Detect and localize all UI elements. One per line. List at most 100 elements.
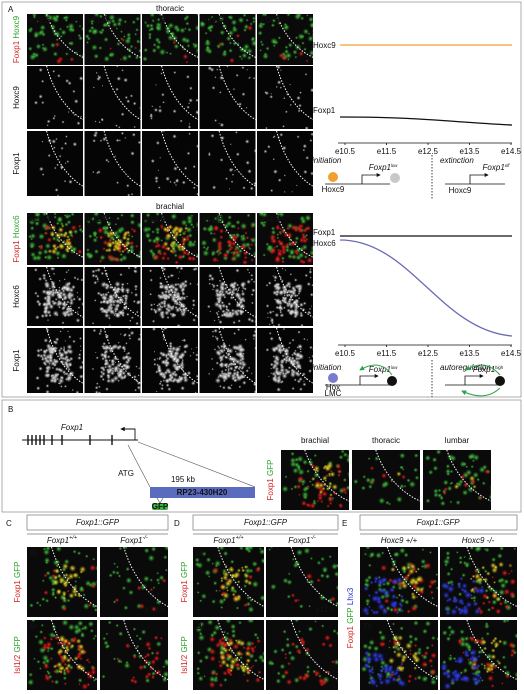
cell [73,656,79,661]
cell [248,76,252,79]
cell [134,287,138,291]
cell [291,557,295,561]
cell [276,80,282,85]
cell [94,351,97,354]
cell [76,277,80,281]
cell [212,216,218,221]
cell [489,488,491,494]
cell [34,220,40,227]
image-label: Th [363,622,373,631]
cell [197,633,206,642]
cell [195,221,198,229]
cell [338,503,343,507]
cell [279,343,285,350]
cell [244,567,252,575]
cell [73,276,77,280]
cell [240,291,246,297]
cell [179,233,183,237]
cell [94,634,97,638]
cell [284,656,288,660]
cell [165,176,171,182]
label-part: Foxp1 [12,240,21,263]
factor-label: Hoxc9 [322,185,345,194]
cell [302,459,309,466]
cell [253,330,256,334]
cell [266,312,269,315]
cell [150,547,157,552]
boundary [218,13,256,58]
cell [495,608,502,615]
cell [295,224,303,232]
cell [84,554,89,559]
cell [152,253,160,261]
cell [194,561,200,568]
row-label: Foxp1 Hoxc6 [12,215,21,263]
cell [218,547,225,551]
cell [97,75,102,80]
cell [291,386,295,391]
cell [305,503,310,507]
cell [112,237,116,241]
cell [299,313,304,318]
cell [414,475,420,481]
cell [143,218,149,224]
cell [239,655,243,660]
label-part: Foxp1 [12,152,21,175]
cell [186,105,190,109]
cell [473,568,479,574]
cell [296,284,301,289]
cell [346,470,349,478]
x-tick-label: e12.5 [418,349,439,358]
cell [48,303,55,310]
label-part: Foxp1 [13,580,22,603]
cell [222,379,226,383]
cell [99,139,103,143]
cell [230,224,235,229]
cell [161,383,164,387]
cell [414,658,419,663]
cell [160,255,167,261]
cell [321,641,327,647]
cell [41,43,45,47]
cell [45,384,50,388]
cell [53,166,57,170]
cell [399,626,404,631]
cell [134,292,139,297]
cell [195,253,198,258]
cell [280,259,286,264]
cell [190,214,194,218]
cell [227,311,233,317]
cell [399,594,404,599]
cell [284,652,288,656]
cell [250,39,256,47]
cell [146,671,152,678]
cell [240,356,246,362]
cell [180,281,187,287]
cell [106,378,112,384]
cell [112,247,117,252]
micrograph [27,266,84,326]
cell [115,657,120,661]
cell [331,659,336,664]
cell [118,344,123,349]
cell [287,284,292,289]
cell [222,630,226,634]
cell [198,658,204,664]
cell [281,485,289,493]
cell [390,593,398,600]
row-label: Foxp1 [12,152,21,175]
cell [44,242,52,250]
cell [68,179,73,185]
cell [305,256,313,265]
row-label: Hoxc6 [12,285,21,308]
cell [41,597,46,602]
cell [218,638,223,643]
cell [172,109,177,114]
cell [115,138,120,143]
cell [178,271,181,273]
micrograph [142,65,199,129]
cell [273,368,280,375]
cell [40,623,44,627]
micrograph-bg [257,131,313,196]
cell [59,385,63,388]
